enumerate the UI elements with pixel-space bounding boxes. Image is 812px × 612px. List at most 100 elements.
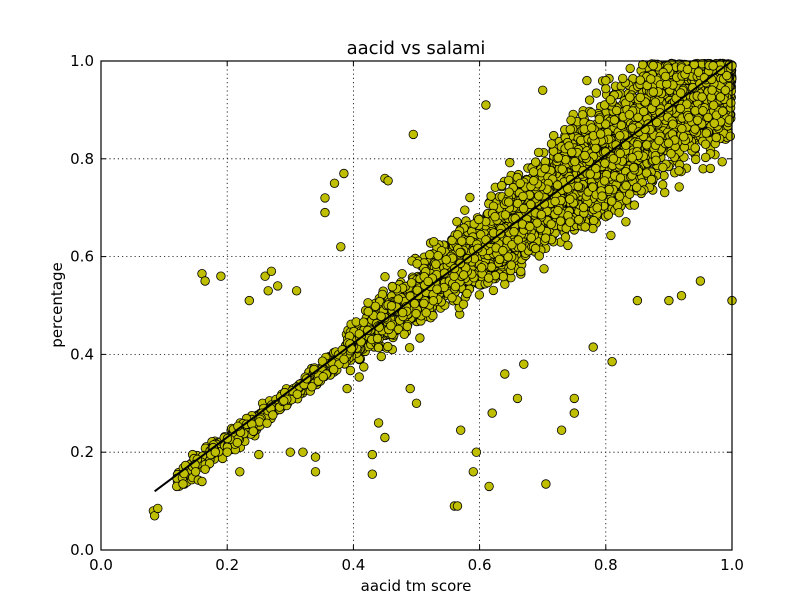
data-point (691, 154, 701, 165)
data-point (458, 299, 469, 310)
data-point (359, 317, 369, 327)
data-point (498, 271, 508, 282)
data-point (565, 194, 575, 204)
data-point (591, 88, 602, 98)
data-point (415, 333, 425, 343)
data-point (354, 372, 364, 382)
data-point (588, 223, 598, 234)
data-point (607, 196, 617, 206)
data-point (380, 272, 390, 282)
data-point (406, 278, 417, 288)
data-point (505, 157, 515, 168)
chart-title: aacid vs salami (347, 38, 486, 59)
data-point (428, 296, 439, 306)
data-point (565, 124, 576, 135)
data-point (399, 329, 410, 340)
data-point (359, 362, 369, 372)
data-point (660, 187, 670, 198)
data-point (690, 124, 700, 134)
data-point (614, 207, 624, 218)
data-point (486, 262, 497, 272)
data-point (629, 200, 640, 210)
data-point (580, 222, 590, 232)
data-point (488, 285, 499, 296)
data-point (429, 236, 439, 247)
data-point (625, 63, 635, 74)
data-point (376, 351, 387, 362)
data-point (700, 139, 711, 150)
data-point (708, 100, 719, 110)
data-point (592, 203, 602, 213)
data-point (705, 163, 716, 174)
data-point (690, 143, 700, 153)
data-point (606, 230, 616, 241)
data-point (516, 266, 526, 277)
data-point (625, 189, 635, 199)
data-point (500, 279, 510, 289)
data-point (474, 290, 485, 300)
data-point (566, 115, 576, 126)
data-point (658, 162, 668, 173)
data-point (425, 249, 435, 260)
data-point (560, 232, 571, 242)
data-point (725, 131, 736, 142)
data-point (504, 175, 514, 186)
data-point (603, 210, 614, 220)
data-point (462, 288, 472, 299)
plot-area (100, 58, 737, 551)
data-point (387, 282, 398, 292)
data-point (452, 216, 462, 227)
data-point (539, 264, 549, 274)
data-point (546, 219, 556, 229)
data-point (614, 191, 625, 201)
data-point (474, 214, 484, 225)
data-point (393, 294, 404, 304)
data-point (386, 321, 396, 331)
data-point (465, 192, 475, 203)
data-point (383, 341, 393, 352)
data-point (658, 179, 668, 190)
data-point (486, 191, 496, 201)
data-point (518, 203, 529, 214)
data-point (692, 115, 703, 126)
data-point (363, 298, 373, 308)
data-point (573, 181, 583, 192)
data-point (600, 119, 611, 129)
data-point (621, 217, 631, 227)
data-point (717, 157, 727, 167)
data-point (536, 209, 547, 220)
data-point (711, 132, 722, 143)
data-point (513, 198, 523, 209)
data-point (419, 298, 429, 309)
data-point (376, 311, 386, 322)
points-layer (148, 58, 737, 521)
data-point (618, 73, 628, 84)
data-point (530, 243, 541, 254)
data-point (605, 95, 616, 105)
data-point (642, 140, 652, 150)
data-point (421, 308, 431, 318)
data-point (397, 269, 407, 279)
data-point (639, 106, 649, 117)
data-point (540, 163, 550, 174)
data-point (674, 182, 684, 192)
data-point (530, 157, 541, 167)
data-point (460, 205, 470, 215)
data-point (633, 112, 643, 123)
data-point (528, 167, 539, 177)
data-point (584, 95, 595, 105)
data-point (709, 118, 720, 129)
data-point (703, 112, 713, 123)
data-point (577, 110, 588, 120)
data-point (447, 293, 457, 303)
data-point (648, 60, 658, 71)
data-point (455, 247, 465, 258)
data-point (373, 342, 384, 353)
data-point (638, 59, 648, 70)
data-point (574, 215, 584, 225)
data-point (494, 254, 505, 265)
data-point (700, 152, 711, 163)
data-point (589, 215, 599, 226)
data-point (563, 240, 573, 251)
